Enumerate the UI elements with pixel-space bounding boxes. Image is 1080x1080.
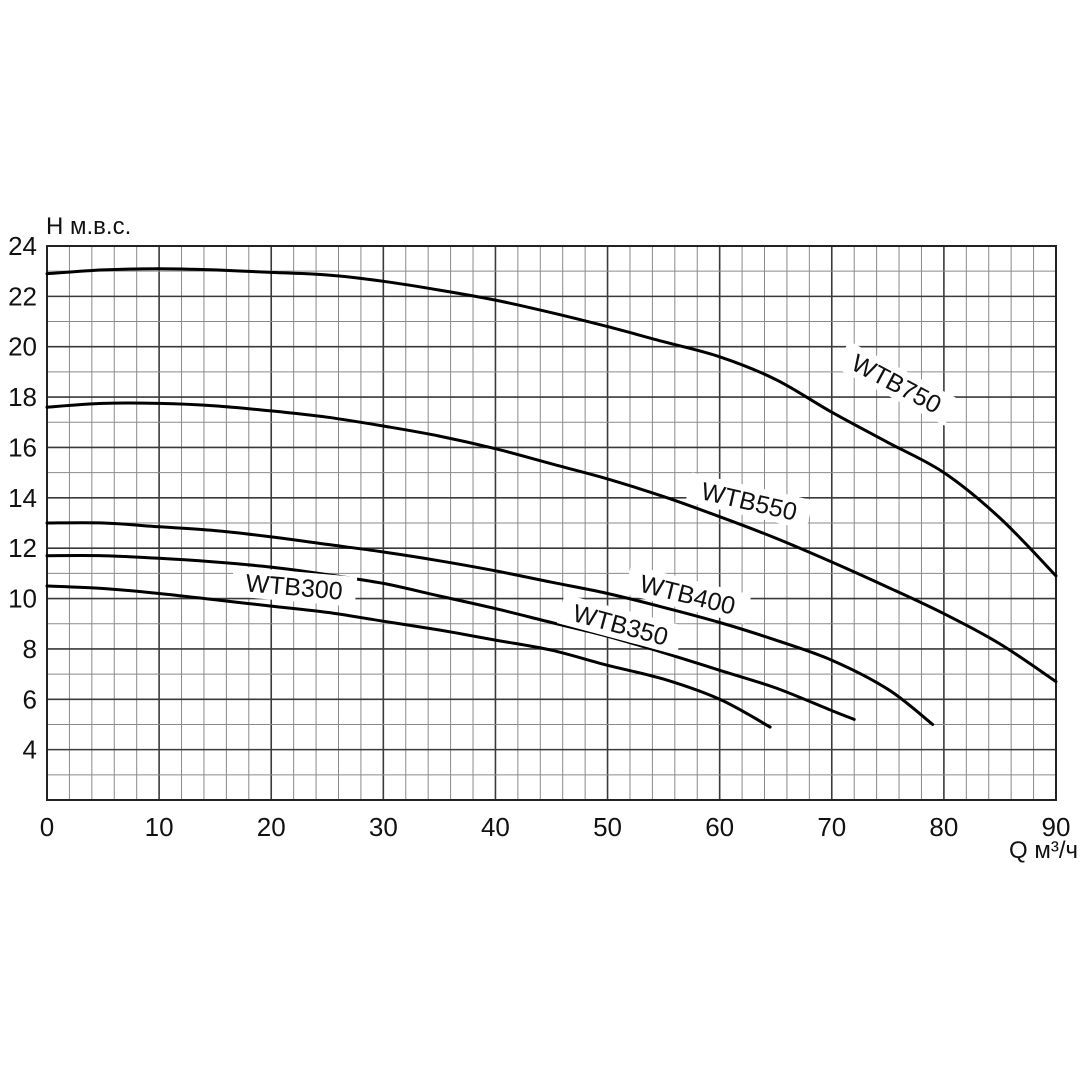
x-tick-label: 90 — [1042, 812, 1071, 842]
grid — [46, 245, 1057, 801]
x-tick-label: 50 — [593, 812, 622, 842]
y-tick-label: 4 — [23, 735, 37, 765]
y-tick-label: 18 — [8, 382, 37, 412]
series-label-background — [556, 594, 685, 656]
x-tick-label: 40 — [481, 812, 510, 842]
x-axis-label: Q м³/ч — [1009, 837, 1078, 864]
y-tick-label: 22 — [8, 281, 37, 311]
series-line-wtb350 — [45, 554, 856, 721]
series-label-background — [231, 566, 358, 607]
series-label-wtb750: WTB750 — [847, 349, 946, 419]
series-curves — [45, 267, 1058, 729]
y-tick-label: 6 — [23, 684, 37, 714]
series-line-wtb300 — [45, 584, 772, 729]
x-tick-label: 80 — [929, 812, 958, 842]
y-axis-label: H м.в.с. — [46, 213, 131, 240]
x-tick-label: 10 — [145, 812, 174, 842]
series-line-wtb550 — [45, 401, 1058, 684]
tick-labels: 0 10 20 30 40 50 60 70 80 90 4 6 8 10 12 14 16 18 20 22 24 — [8, 231, 1070, 842]
x-tick-label: 20 — [257, 812, 286, 842]
x-tick-label: 30 — [369, 812, 398, 842]
y-tick-label: 14 — [8, 483, 37, 513]
series-label-group-wtb300: WTB300 — [231, 566, 358, 607]
y-tick-label: 10 — [8, 584, 37, 614]
x-tick-label: 60 — [705, 812, 734, 842]
series-label-background — [623, 564, 752, 624]
series-line-wtb750 — [45, 267, 1058, 578]
y-tick-label: 12 — [8, 533, 37, 563]
series-label-group-wtb550: WTB550 — [685, 472, 814, 530]
series-label-group-wtb750: WTB750 — [834, 340, 959, 426]
series-label-wtb550: WTB550 — [699, 477, 800, 526]
y-tick-label: 8 — [23, 634, 37, 664]
y-tick-label: 20 — [8, 332, 37, 362]
y-tick-label: 16 — [8, 432, 37, 462]
series-label-background — [685, 472, 814, 530]
series-label-background — [834, 340, 959, 426]
y-tick-label: 24 — [8, 231, 37, 261]
series-line-wtb400 — [45, 521, 935, 726]
x-tick-label: 70 — [817, 812, 846, 842]
x-tick-label: 0 — [40, 812, 54, 842]
